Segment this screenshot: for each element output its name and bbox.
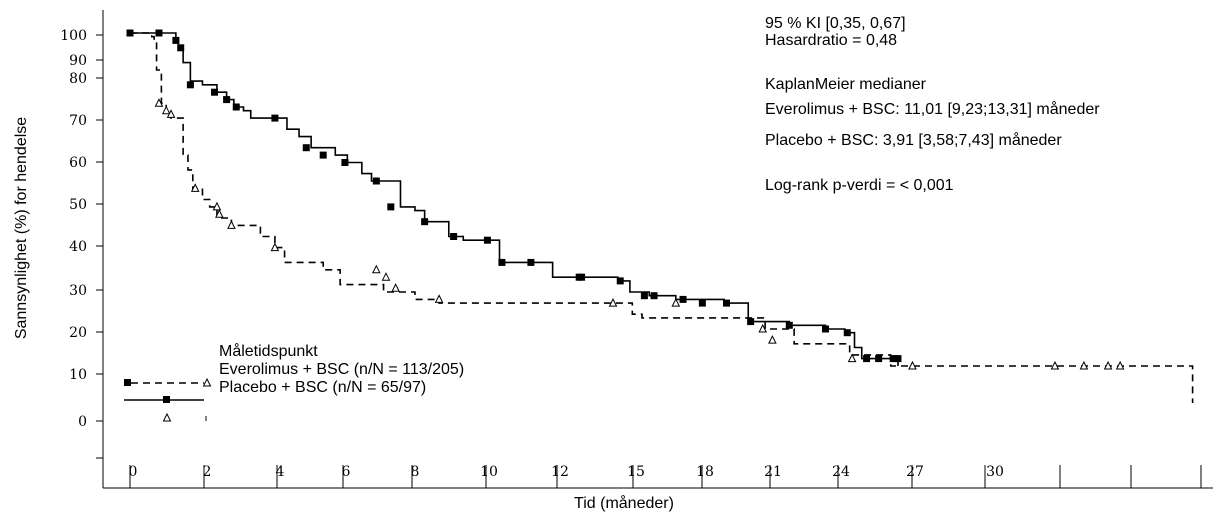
censor-square-marker — [650, 292, 658, 300]
censor-triangle-marker — [758, 323, 768, 333]
censor-square-marker — [319, 151, 327, 159]
censor-square-marker — [843, 329, 851, 337]
y-axis-title: Sannsynlighet (%) for hendelse — [13, 117, 30, 339]
censor-triangle-marker — [381, 272, 391, 281]
censor-triangle-marker — [1115, 360, 1125, 370]
annotation-ci: 95 % KI [0,35, 0,67] — [765, 15, 906, 32]
censor-square-marker — [875, 355, 883, 363]
x-axis-title: Tid (måneder) — [574, 494, 674, 512]
y-tick-label: 90 — [69, 53, 87, 69]
censor-square-marker — [698, 299, 706, 307]
y-tick-label: 80 — [69, 71, 87, 87]
x-tick-label: 18 — [696, 464, 714, 480]
survival-curves — [126, 29, 1194, 403]
y-tick-label: 100 — [60, 28, 87, 44]
censor-square-marker — [271, 114, 279, 122]
legend: Måletidspunkt Everolimus + BSC (n/N = 11… — [124, 342, 464, 422]
censor-triangle-marker — [1079, 360, 1089, 370]
censor-triangle-marker — [154, 98, 164, 107]
censor-square-marker — [421, 218, 429, 226]
x-tick-label: 0 — [129, 464, 138, 480]
censor-square-marker — [372, 177, 380, 185]
censor-triangle-marker — [212, 201, 222, 211]
x-tick-label: 27 — [906, 464, 924, 480]
censor-triangle-marker — [908, 360, 917, 370]
y-tick-label: 70 — [69, 113, 87, 129]
censor-square-marker — [723, 299, 731, 307]
legend-entry-1: Everolimus + BSC (n/N = 113/205) — [219, 361, 464, 378]
censor-triangle-marker — [166, 109, 176, 118]
x-tick-label: 21 — [764, 464, 782, 480]
legend-square-marker-2 — [163, 396, 170, 403]
censor-square-marker — [785, 321, 793, 329]
censor-triangle-marker — [391, 283, 400, 292]
annotation-km-title: KaplanMeier medianer — [765, 76, 927, 93]
censor-triangle-marker — [768, 334, 777, 344]
censor-triangle-marker — [434, 294, 444, 303]
censor-triangle-marker — [608, 297, 618, 307]
censor-square-marker — [822, 325, 830, 333]
y-tick-label: 20 — [69, 325, 87, 341]
censor-square-marker — [177, 44, 185, 52]
censor-square-marker — [894, 355, 902, 363]
x-tick-label: 4 — [276, 464, 285, 480]
censor-triangle-marker — [671, 297, 681, 307]
x-tick-label: 8 — [411, 464, 420, 480]
x-tick-label: 2 — [203, 464, 212, 480]
censor-triangle-marker — [215, 209, 224, 218]
censor-square-marker — [863, 355, 871, 363]
censor-square-marker — [747, 318, 755, 326]
censor-square-marker — [341, 159, 349, 166]
censor-square-marker — [889, 355, 897, 363]
annotation-logrank: Log-rank p-verdi = < 0,001 — [765, 177, 954, 194]
legend-square-marker-1 — [124, 379, 131, 386]
censor-triangle-marker — [847, 353, 857, 363]
censor-triangle-marker — [1103, 360, 1113, 370]
x-tick-label: 24 — [832, 464, 850, 480]
x-tick-label: 12 — [551, 464, 569, 480]
censor-square-marker — [679, 295, 687, 303]
censor-square-marker — [498, 258, 506, 266]
censor-square-marker — [223, 96, 231, 104]
censor-square-marker — [527, 258, 535, 266]
censor-square-marker — [450, 233, 458, 240]
censor-square-marker — [578, 273, 586, 281]
censor-square-marker — [640, 292, 648, 300]
y-tick-label: 40 — [69, 239, 87, 255]
legend-triangle-marker-1 — [202, 377, 212, 387]
annotation-placebo-median: Placebo + BSC: 3,91 [3,58;7,43] måneder — [765, 131, 1062, 149]
y-tick-label: 30 — [69, 283, 87, 299]
y-tick-label: 60 — [69, 155, 87, 171]
legend-title: Måletidspunkt — [219, 342, 318, 360]
censor-square-marker — [387, 203, 395, 211]
censor-square-marker — [186, 81, 194, 89]
censor-triangle-marker — [190, 183, 200, 192]
annotation-hazard-ratio: Hasardratio = 0,48 — [765, 32, 897, 49]
annotation-everolimus-median: Everolimus + BSC: 11,01 [9,23;13,31] mån… — [765, 100, 1100, 118]
y-tick-label: 0 — [78, 414, 87, 430]
x-tick-label: 30 — [986, 464, 1004, 480]
censor-square-marker — [483, 236, 491, 244]
censor-square-marker — [211, 88, 219, 96]
censor-square-marker — [302, 144, 310, 152]
censor-triangle-marker — [227, 220, 236, 229]
censor-triangle-marker — [161, 105, 171, 115]
legend-entry-2: Placebo + BSC (n/N = 65/97) — [219, 379, 426, 396]
x-tick-label: 6 — [342, 464, 351, 480]
x-tick-label: 10 — [480, 464, 498, 480]
censor-square-marker — [232, 103, 240, 111]
censor-square-marker — [155, 29, 163, 37]
x-tick-label: 15 — [627, 464, 645, 480]
censor-triangle-marker — [1050, 360, 1060, 370]
censor-triangle-marker — [372, 264, 381, 274]
censor-square-marker — [616, 277, 624, 285]
y-tick-label: 10 — [69, 367, 87, 383]
x-axis-ticks: 0 2 4 6 8 10 12 15 18 21 24 27 30 — [129, 464, 1202, 488]
legend-triangle-marker-2 — [162, 412, 172, 422]
censor-square-marker — [172, 36, 180, 44]
y-tick-label: 50 — [69, 197, 87, 213]
censor-triangle-marker — [270, 242, 280, 252]
